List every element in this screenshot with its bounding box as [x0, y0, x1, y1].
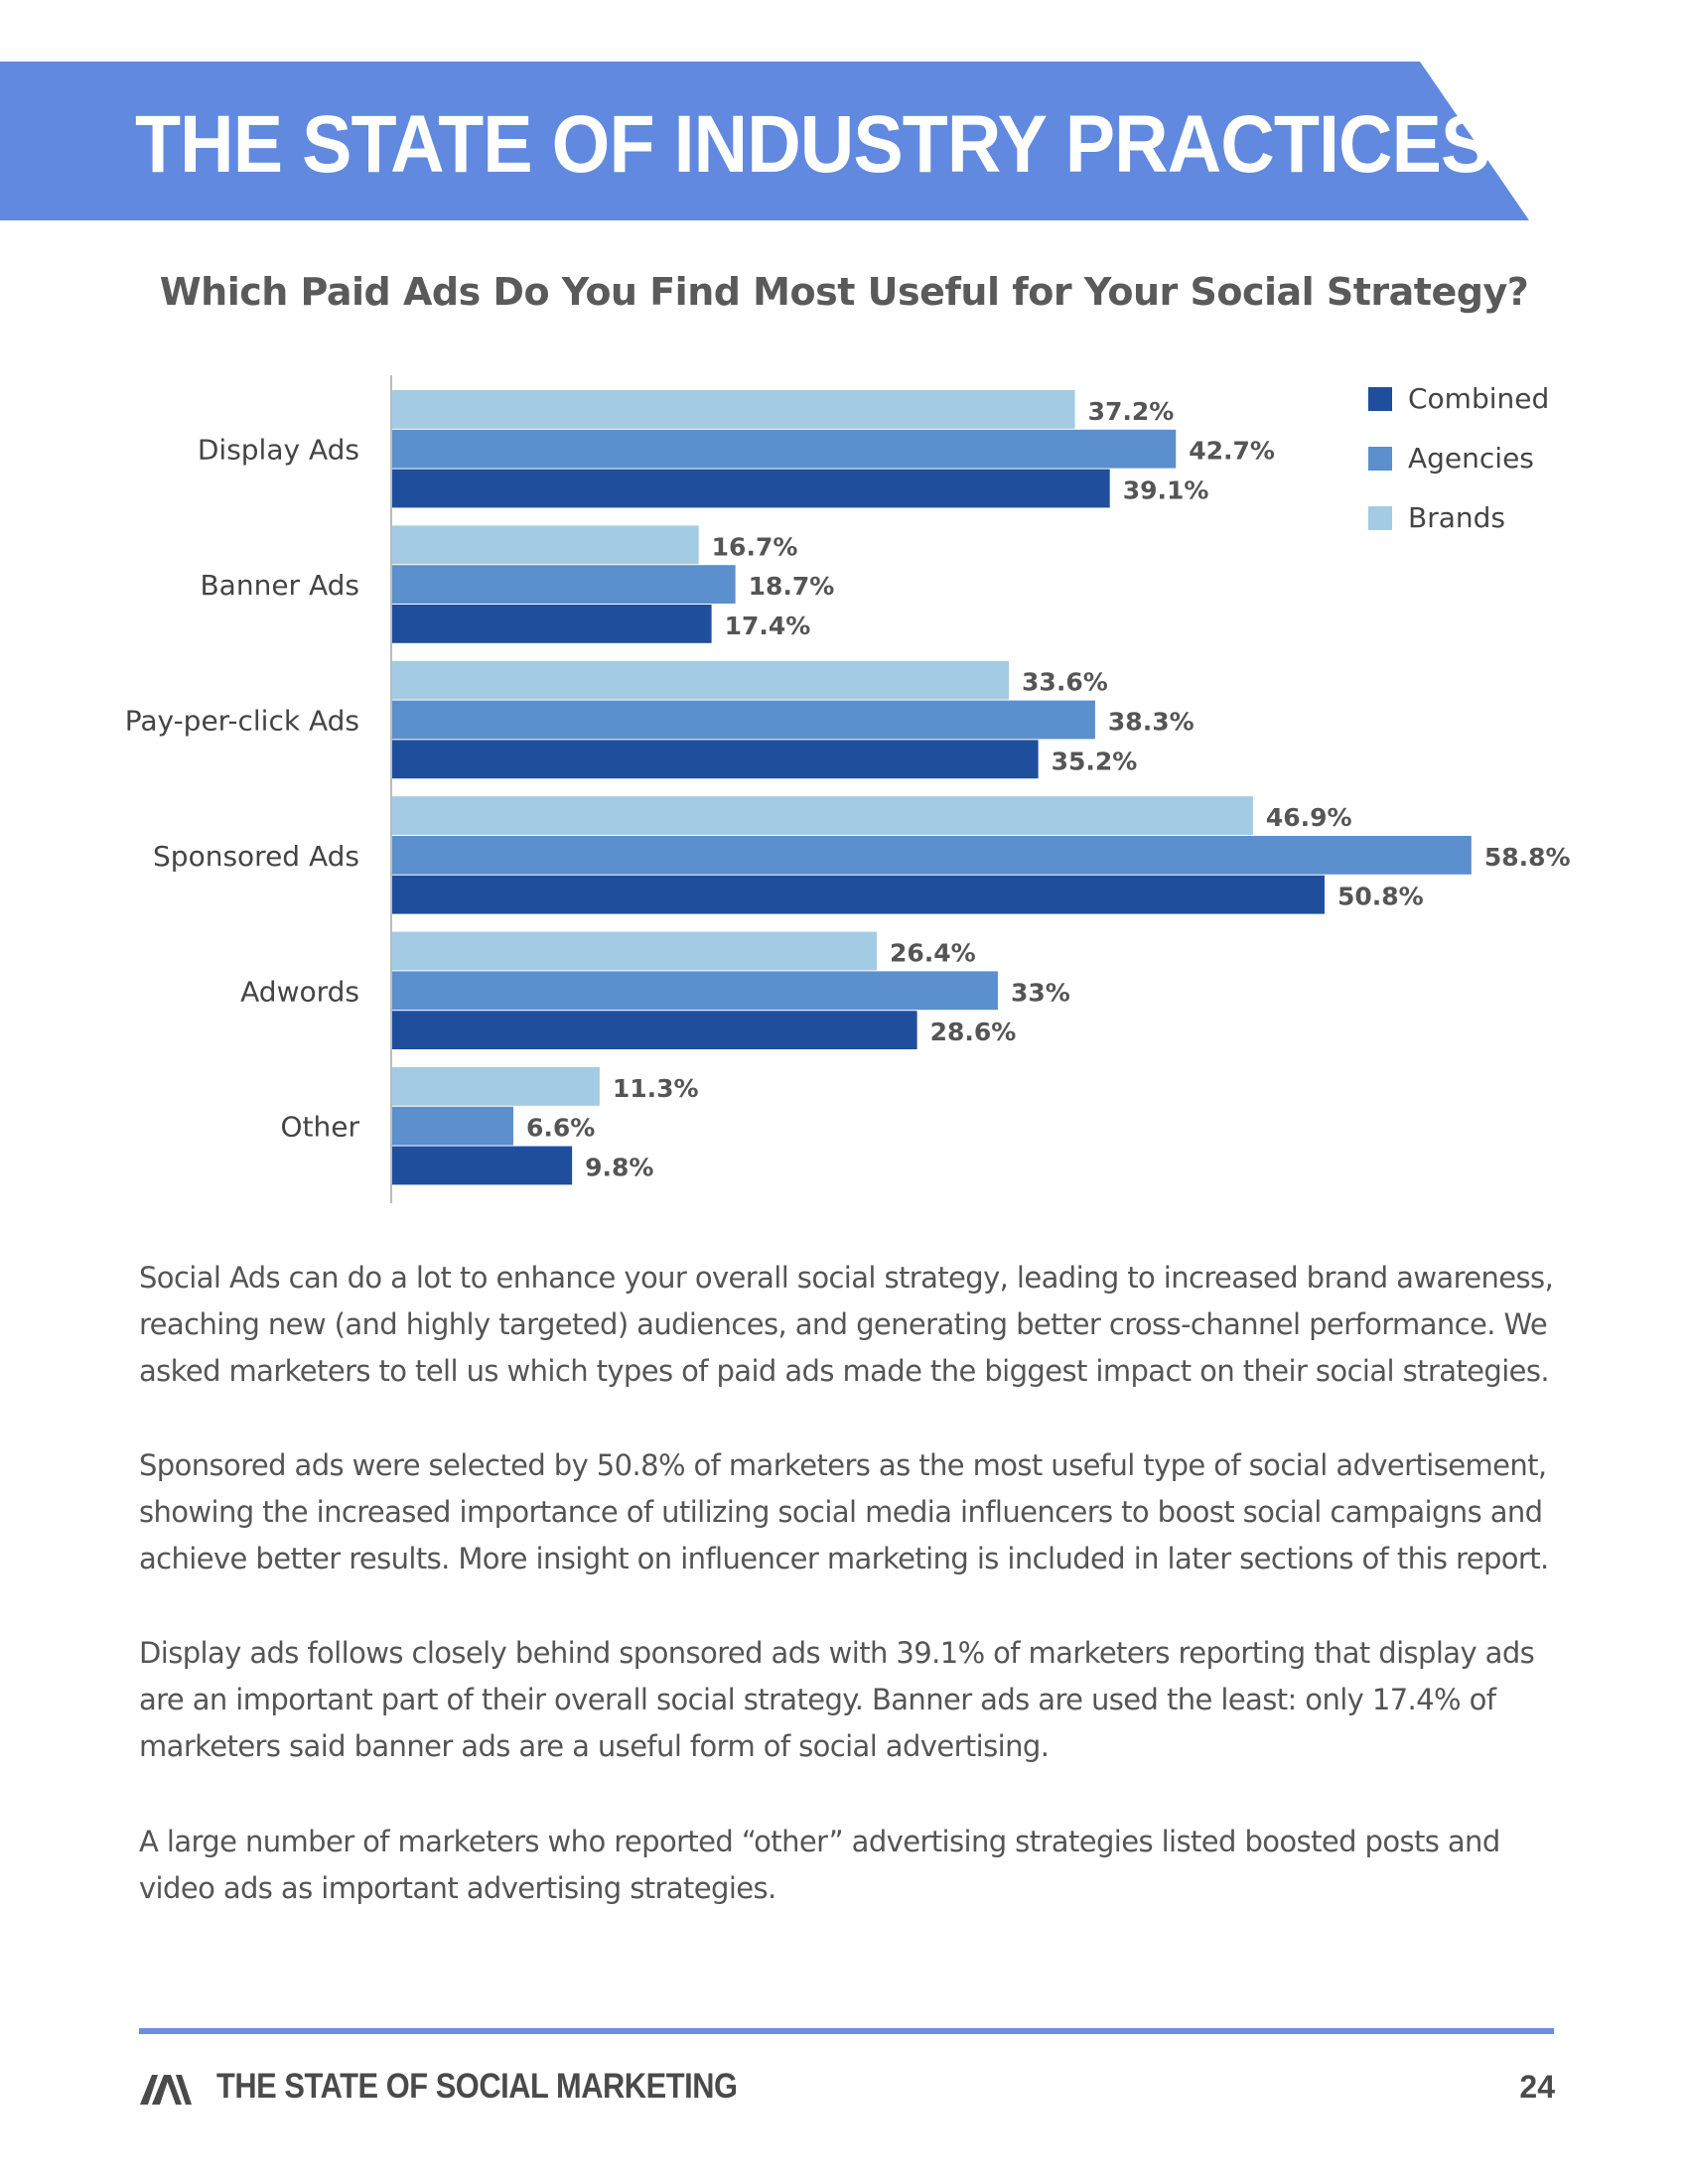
footer-title: THE STATE OF SOCIAL MARKETING [216, 2067, 738, 2106]
value-label-agencies-other: 6.6% [526, 1114, 595, 1143]
bar-combined-other [392, 1146, 573, 1185]
legend-swatch-agencies [1368, 447, 1392, 471]
bar-combined-display-ads [392, 469, 1110, 508]
value-label-agencies-banner-ads: 18.7% [749, 572, 835, 601]
body-paragraph-1: Social Ads can do a lot to enhance your … [139, 1255, 1569, 1395]
page-number: 24 [1519, 2069, 1555, 2105]
brand-logo-icon [140, 2075, 192, 2105]
body-line: achieve better results. More insight on … [139, 1542, 1549, 1575]
bar-brands-display-ads [392, 390, 1075, 429]
bar-combined-sponsored-ads [392, 875, 1325, 914]
bar-brands-banner-ads [392, 525, 699, 565]
body-line: Social Ads can do a lot to enhance your … [139, 1261, 1554, 1295]
bar-agencies-pay-per-click-ads [392, 700, 1095, 740]
page-title: THE STATE OF INDUSTRY PRACTICES [135, 99, 1490, 190]
body-line: asked marketers to tell us which types o… [139, 1354, 1550, 1388]
value-label-combined-sponsored-ads: 50.8% [1337, 883, 1424, 911]
value-label-brands-adwords: 26.4% [890, 939, 976, 968]
value-label-brands-pay-per-click-ads: 33.6% [1022, 668, 1108, 697]
legend-swatch-combined [1368, 387, 1392, 411]
category-label-sponsored-ads: Sponsored Ads [153, 840, 359, 873]
bar-agencies-banner-ads [392, 565, 736, 604]
body-line: Display ads follows closely behind spons… [139, 1636, 1535, 1670]
header-banner-shape [0, 62, 1529, 220]
bar-agencies-other [392, 1106, 513, 1146]
body-line: A large number of marketers who reported… [139, 1825, 1500, 1858]
legend-swatch-brands [1368, 506, 1392, 530]
bar-agencies-display-ads [392, 429, 1177, 469]
legend-label-agencies: Agencies [1408, 442, 1534, 475]
body-line: reaching new (and highly targeted) audie… [139, 1307, 1548, 1341]
value-label-combined-pay-per-click-ads: 35.2% [1052, 747, 1138, 775]
body-paragraph-3: Display ads follows closely behind spons… [139, 1630, 1569, 1770]
value-label-combined-other: 9.8% [585, 1154, 653, 1182]
header-banner [0, 62, 1529, 220]
value-label-agencies-adwords: 33% [1011, 978, 1070, 1007]
body-line: showing the increased importance of util… [139, 1495, 1543, 1529]
bar-agencies-sponsored-ads [392, 836, 1472, 875]
body-line: video ads as important advertising strat… [139, 1871, 776, 1905]
value-label-agencies-sponsored-ads: 58.8% [1484, 843, 1571, 872]
body-paragraph-4: A large number of marketers who reported… [139, 1819, 1569, 1912]
category-label-other: Other [280, 1111, 359, 1144]
body-line: marketers said banner ads are a useful f… [139, 1729, 1050, 1763]
chart-bars-group: Display Ads 37.2% 42.7% 39.1% Banner Ads 16.7… [125, 390, 1571, 1185]
chart-legend: Combined Agencies Brands [1368, 382, 1549, 534]
bar-combined-adwords [392, 1011, 917, 1049]
bar-combined-banner-ads [392, 605, 712, 643]
value-label-brands-display-ads: 37.2% [1088, 397, 1175, 426]
bar-brands-sponsored-ads [392, 796, 1253, 835]
bar-brands-pay-per-click-ads [392, 660, 1010, 700]
bar-chart: Display Ads 37.2% 42.7% 39.1% Banner Ads 16.7… [125, 375, 1571, 1203]
value-label-brands-banner-ads: 16.7% [712, 532, 798, 561]
value-label-combined-banner-ads: 17.4% [725, 612, 811, 640]
value-label-agencies-display-ads: 42.7% [1189, 437, 1275, 466]
value-label-brands-other: 11.3% [613, 1074, 699, 1103]
category-label-pay-per-click-ads: Pay-per-click Ads [125, 705, 359, 738]
legend-label-combined: Combined [1408, 382, 1549, 415]
bar-agencies-adwords [392, 971, 998, 1011]
body-line: are an important part of their overall s… [139, 1683, 1496, 1716]
category-label-adwords: Adwords [240, 975, 359, 1008]
bar-combined-pay-per-click-ads [392, 740, 1039, 779]
body-line: Sponsored ads were selected by 50.8% of … [139, 1448, 1547, 1482]
category-label-display-ads: Display Ads [198, 434, 359, 467]
bar-brands-other [392, 1067, 600, 1106]
value-label-brands-sponsored-ads: 46.9% [1266, 803, 1352, 832]
value-label-agencies-pay-per-click-ads: 38.3% [1108, 708, 1195, 737]
category-label-banner-ads: Banner Ads [200, 569, 359, 602]
chart-title: Which Paid Ads Do You Find Most Useful f… [159, 270, 1529, 314]
legend-label-brands: Brands [1408, 501, 1505, 534]
value-label-combined-adwords: 28.6% [930, 1018, 1017, 1046]
bar-brands-adwords [392, 931, 877, 971]
value-label-combined-display-ads: 39.1% [1123, 477, 1209, 505]
footer-divider [139, 2028, 1554, 2034]
body-paragraph-2: Sponsored ads were selected by 50.8% of … [139, 1442, 1569, 1582]
